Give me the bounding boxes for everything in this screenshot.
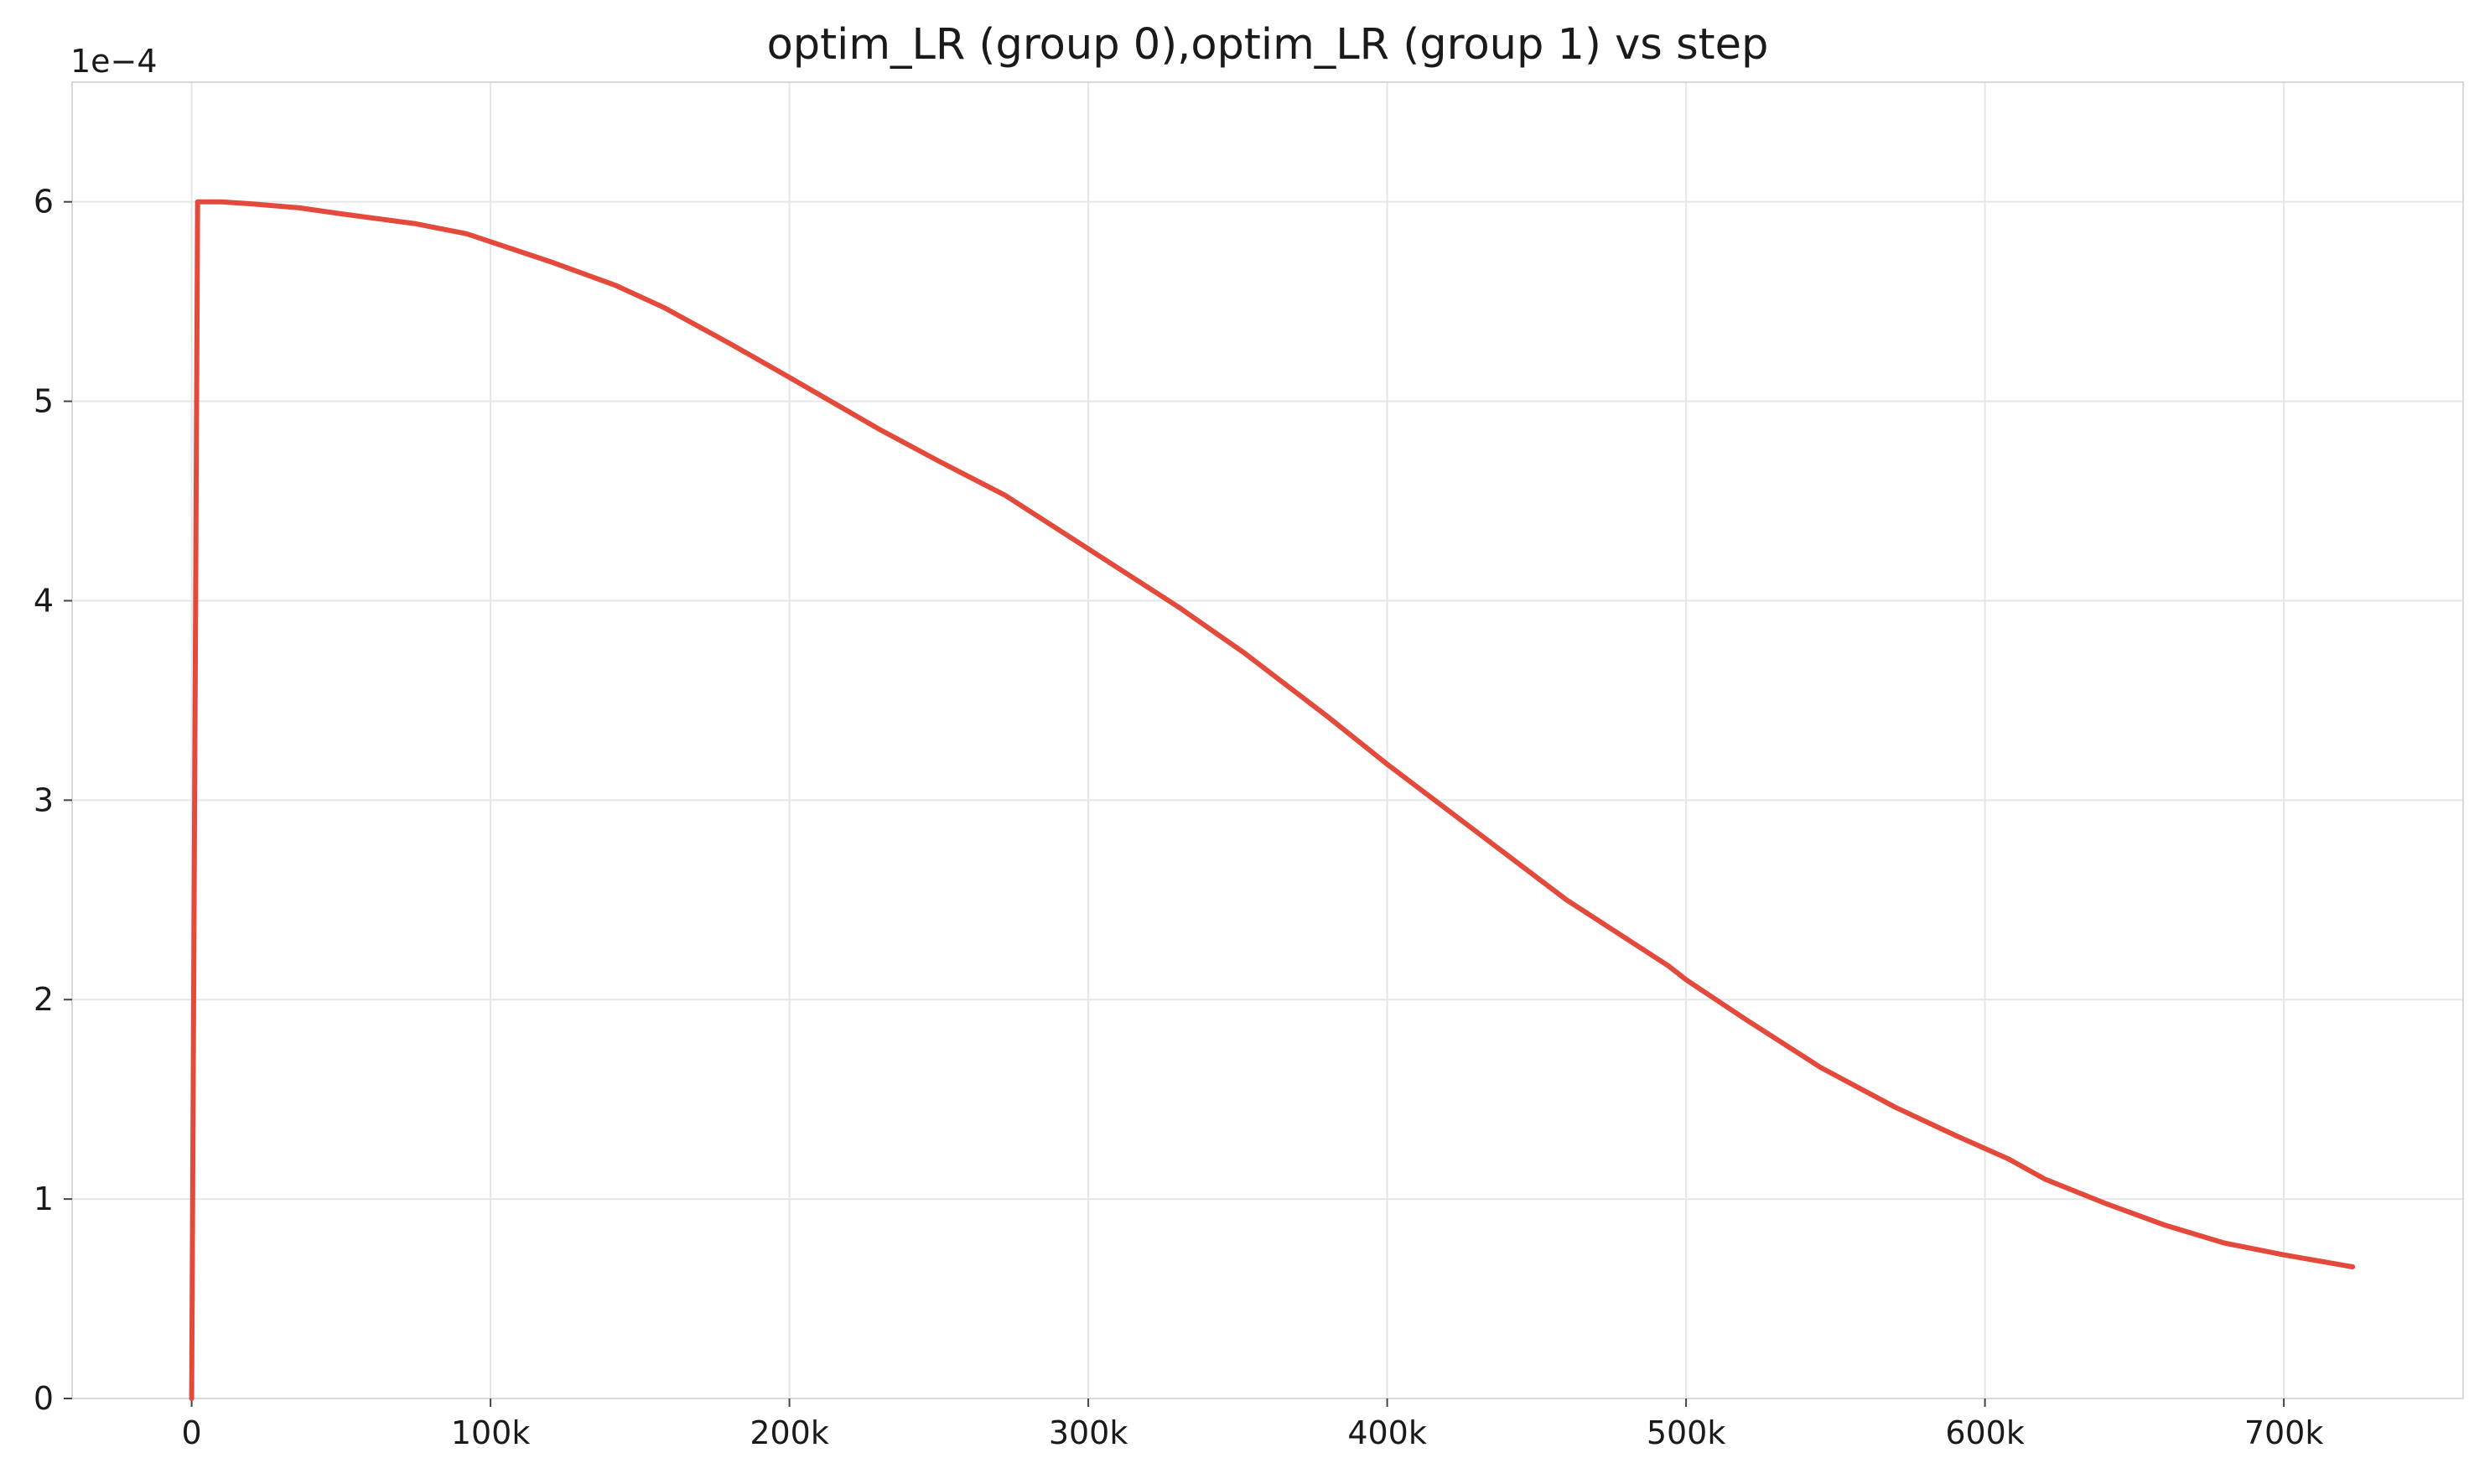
y-tick-label: 4 bbox=[34, 582, 54, 619]
x-tick-label: 500k bbox=[1647, 1414, 1726, 1451]
y-tick-label: 5 bbox=[34, 383, 54, 420]
x-tick-label: 400k bbox=[1347, 1414, 1427, 1451]
series-layer bbox=[189, 199, 2356, 1401]
y-tick-label: 1 bbox=[34, 1180, 54, 1217]
x-tick-label: 100k bbox=[451, 1414, 531, 1451]
series-line bbox=[189, 199, 2356, 1401]
chart-title: optim_LR (group 0),optim_LR (group 1) vs… bbox=[767, 20, 1769, 70]
y-tick-label: 3 bbox=[34, 781, 54, 818]
plot-frame bbox=[71, 81, 2464, 1399]
y-tick-label: 2 bbox=[34, 981, 54, 1018]
x-tick-label: 200k bbox=[750, 1414, 829, 1451]
x-tick-label: 600k bbox=[1945, 1414, 2025, 1451]
y-tick-label: 0 bbox=[34, 1380, 54, 1417]
x-tick-label: 700k bbox=[2244, 1414, 2324, 1451]
ticks: 0 100k 200k 300k 400k 500k 600k 700k 0 1 2 3 4 5 6 bbox=[34, 184, 2324, 1451]
x-tick-label: 0 bbox=[182, 1414, 202, 1451]
y-offset-label: 1e−4 bbox=[70, 43, 158, 80]
grid bbox=[72, 82, 2463, 1399]
y-tick-label: 6 bbox=[34, 184, 54, 221]
x-tick-label: 300k bbox=[1049, 1414, 1128, 1451]
